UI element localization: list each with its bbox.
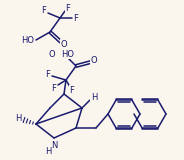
Text: F: F [74, 13, 78, 23]
Text: F: F [66, 4, 70, 12]
Text: F: F [70, 85, 75, 95]
Text: F: F [46, 69, 50, 79]
Text: F: F [42, 5, 46, 15]
Text: O: O [49, 49, 55, 59]
Text: HO: HO [22, 36, 35, 44]
Text: H: H [91, 92, 97, 101]
Text: H: H [15, 113, 21, 123]
Text: N: N [51, 141, 57, 151]
Text: HO: HO [61, 49, 75, 59]
Text: F: F [52, 84, 56, 92]
Text: O: O [91, 56, 97, 64]
Text: H: H [45, 148, 51, 156]
Text: O: O [61, 40, 67, 48]
